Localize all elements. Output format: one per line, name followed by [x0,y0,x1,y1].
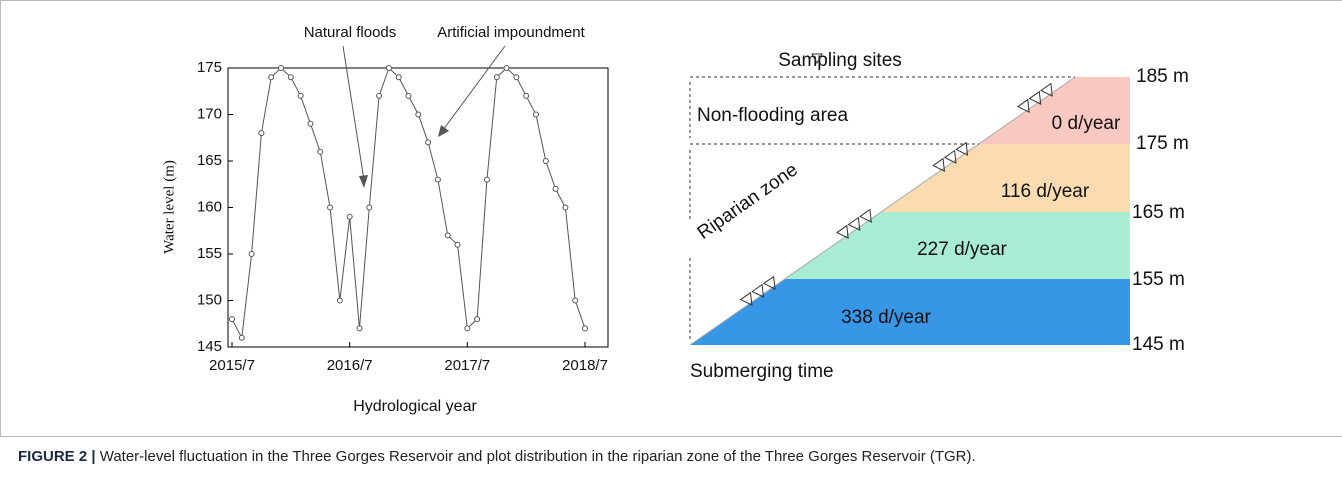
y-tick-label: 175 [197,59,222,76]
data-point [278,65,285,71]
data-point [474,316,481,323]
site-symbol [1028,90,1042,105]
data-point [582,325,588,332]
band-label: 338 d/year [841,307,931,328]
y-tick-label: 145 [197,338,222,355]
x-tick-label: 2015/7 [209,357,255,374]
site-symbol [955,141,969,156]
annotation-arrow [342,45,365,181]
data-point [405,92,412,99]
data-point [229,316,235,323]
data-point [376,92,383,99]
data-point [425,139,432,146]
band-green [785,212,1130,279]
y-tick-label: 150 [197,291,222,308]
annotation: Artificial impoundment [437,24,585,41]
data-point [513,74,520,81]
data-point [258,130,265,137]
x-tick-label: 2018/7 [562,357,608,374]
x-tick-label: 2016/7 [327,357,373,374]
plot-frame [227,67,609,348]
site-symbol [943,149,957,164]
site-symbol [751,283,765,298]
data-point [366,204,373,211]
y-tick-label: 155 [197,245,222,262]
data-point [532,111,539,118]
level-label: 145 m [1132,334,1185,355]
data-point [268,74,275,81]
data-point [346,213,353,220]
data-point [415,111,422,118]
site-symbol [1016,98,1030,114]
site-symbol [1040,82,1053,97]
data-point [444,232,451,239]
data-point [562,204,569,211]
arrow-head [438,125,449,137]
caption: FIGURE 2 | Water-level fluctuation in th… [18,448,976,465]
arrow-head [359,175,368,188]
band-pink [979,77,1130,144]
site-symbol [762,275,776,290]
level-label: 185 m [1136,66,1189,87]
legend-text: Sampling sites [778,50,902,71]
data-point [307,120,314,127]
data-point [336,297,343,304]
figure: Water level (m) Hydrological year Natura… [0,0,1342,437]
footer-label: Submerging time [690,361,834,382]
zone-label: Non-flooding area [697,105,848,126]
legend-symbol [811,53,823,65]
data-point [572,297,579,304]
band-label: 227 d/year [917,239,1007,260]
y-tick-label: 160 [197,198,222,215]
band-orange [881,144,1130,212]
series-line [231,67,586,340]
band-label: 116 d/year [1001,181,1090,202]
annotation-arrow [442,45,506,131]
zone-label: Riparian zone [694,159,802,243]
x-axis-label: Hydrological year [353,398,477,415]
data-point [317,148,324,155]
data-point [454,241,461,248]
level-label: 175 m [1136,133,1189,154]
level-label: 155 m [1132,269,1185,290]
site-symbol [932,157,946,172]
data-point [327,204,334,211]
data-point [503,65,510,71]
x-tick-label: 2017/7 [444,357,490,374]
caption-label: FIGURE 2 | [18,448,96,465]
data-point [297,92,304,99]
y-tick-label: 165 [197,152,222,169]
data-point [395,74,402,81]
y-axis-label: Water level (m) [161,160,177,254]
site-symbol [859,208,872,223]
band-label: 0 d/year [1052,113,1121,134]
data-point [493,74,500,81]
slope [689,76,1076,346]
data-point [248,251,255,257]
data-point [542,158,549,164]
caption-text: Water-level fluctuation in the Three Gor… [99,448,976,465]
data-point [464,325,471,332]
band-blue [690,279,1130,345]
data-point [523,92,530,99]
data-point [238,334,245,341]
data-point [356,325,363,332]
site-symbol [739,291,753,306]
data-point [483,176,490,183]
data-point [434,176,441,183]
data-point [385,65,392,71]
y-tick-label: 170 [197,105,222,122]
level-label: 165 m [1132,202,1185,223]
site-symbol [847,216,861,231]
site-symbol [835,224,849,239]
data-point [287,74,294,81]
data-point [552,185,559,192]
figure-border [0,0,1342,437]
annotation: Natural floods [304,24,397,41]
